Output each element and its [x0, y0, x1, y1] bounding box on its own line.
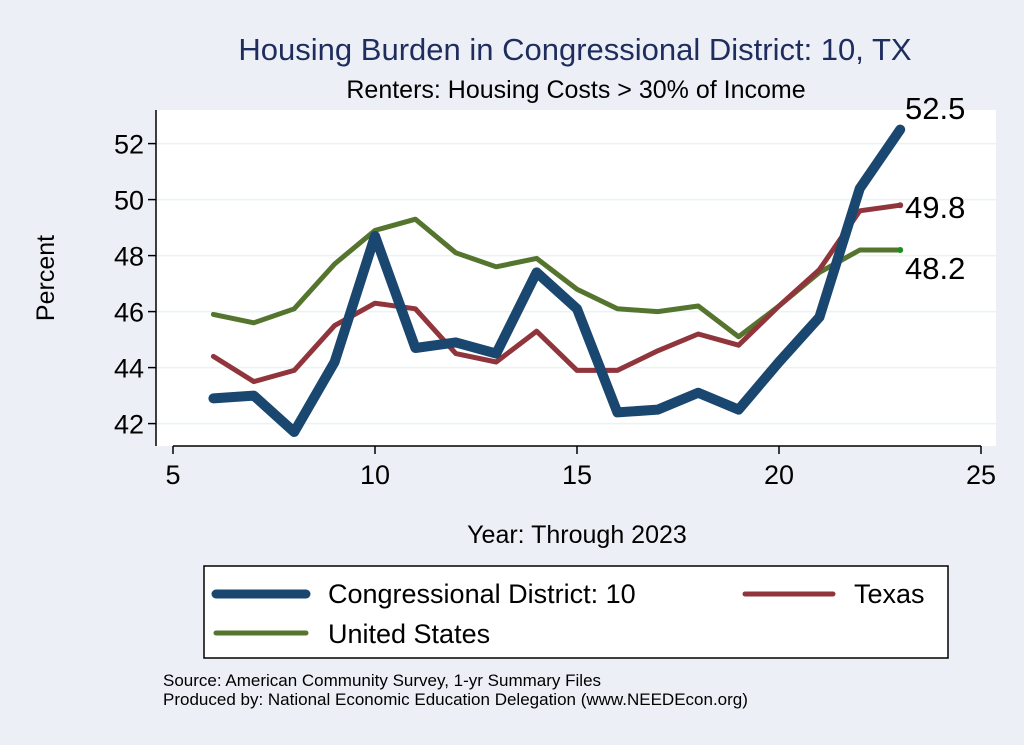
series-endpoint-district [896, 125, 905, 134]
produced-by-note: Produced by: National Economic Education… [163, 690, 748, 709]
y-tick-label: 42 [114, 410, 144, 440]
x-tick-label: 5 [165, 460, 180, 490]
y-tick-label: 48 [114, 242, 144, 272]
plot-area [156, 110, 996, 446]
end-label-texas: 49.8 [905, 190, 965, 225]
end-label-us: 48.2 [905, 251, 965, 286]
end-labels: 52.5 49.8 48.2 [905, 91, 965, 286]
x-tick-label: 25 [966, 460, 996, 490]
x-tick-label: 15 [562, 460, 592, 490]
legend: Congressional District: 10 Texas United … [203, 565, 949, 659]
y-axis-label: Percent [32, 235, 60, 321]
legend-label-us: United States [328, 619, 490, 649]
y-tick-label: 46 [114, 298, 144, 328]
source-note: Source: American Community Survey, 1-yr … [163, 671, 602, 690]
y-tick-label: 52 [114, 130, 144, 160]
legend-label-district: Congressional District: 10 [328, 579, 636, 609]
x-tick-label: 10 [360, 460, 390, 490]
series-endpoint-us [897, 247, 904, 253]
axes: 42 44 46 48 50 52 5 10 15 20 25 [114, 110, 996, 490]
x-tick-label: 20 [764, 460, 794, 490]
footer-notes: Source: American Community Survey, 1-yr … [163, 671, 748, 709]
series-layer [208, 124, 906, 437]
x-axis-label: Year: Through 2023 [467, 521, 687, 549]
series-endpoint-texas [897, 202, 904, 209]
y-tick-label: 44 [114, 354, 144, 384]
end-label-district: 52.5 [905, 91, 965, 126]
series-line-district [208, 124, 906, 437]
legend-box [203, 565, 949, 659]
series-line-texas [210, 202, 903, 385]
legend-label-texas: Texas [854, 579, 925, 609]
chart-title: Housing Burden in Congressional District… [238, 32, 911, 67]
chart-subtitle: Renters: Housing Costs > 30% of Income [346, 76, 805, 104]
y-tick-label: 50 [114, 186, 144, 216]
